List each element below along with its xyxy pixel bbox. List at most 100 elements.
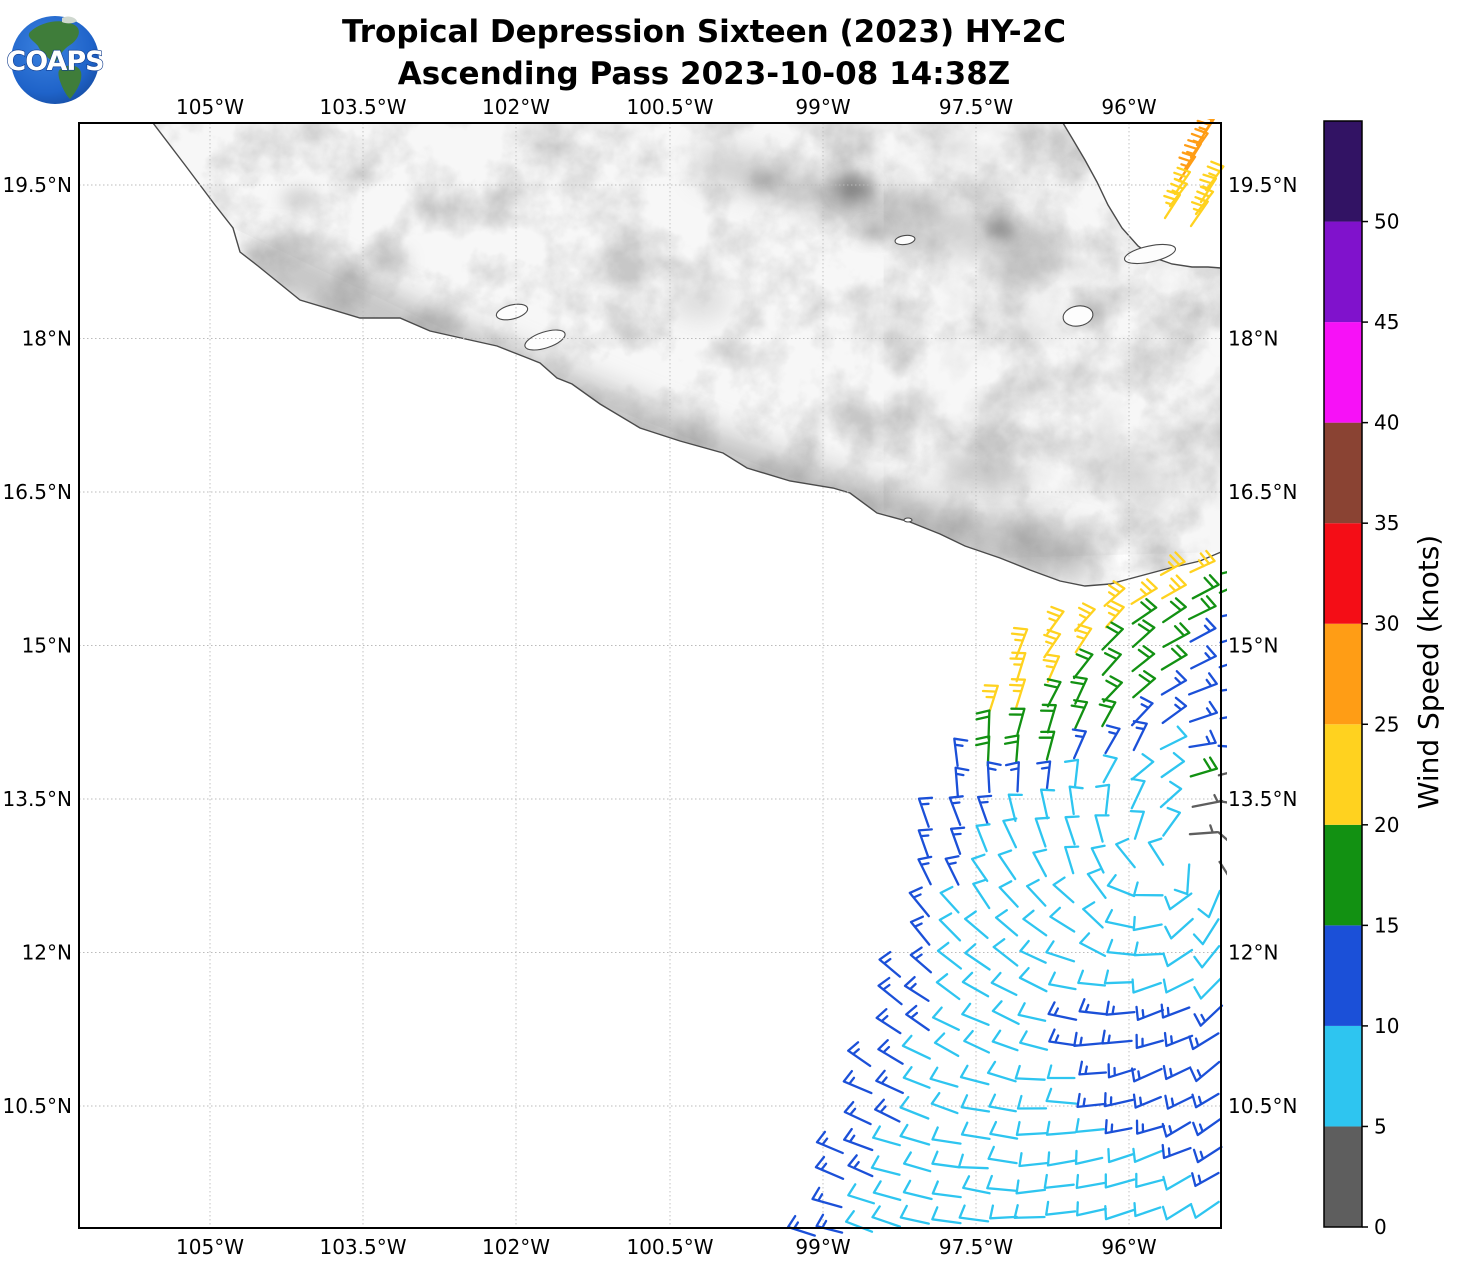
wind-barb bbox=[899, 1123, 931, 1146]
wind-barb bbox=[936, 941, 963, 970]
wind-barb bbox=[1103, 580, 1126, 608]
wind-barb bbox=[1130, 578, 1158, 605]
wind-barb bbox=[842, 1069, 873, 1095]
wind-barb bbox=[1039, 788, 1056, 820]
lat-label-right: 12°N bbox=[1228, 941, 1278, 965]
wind-barb bbox=[908, 886, 930, 918]
wind-barb bbox=[1007, 793, 1023, 823]
colorbar-tick-label: 25 bbox=[1374, 712, 1399, 736]
colorbar-segment bbox=[1324, 121, 1362, 222]
colorbar-tick-label: 5 bbox=[1374, 1114, 1387, 1138]
wind-barb bbox=[872, 1180, 902, 1202]
wind-barb bbox=[1010, 626, 1029, 659]
wind-barb bbox=[1135, 1119, 1166, 1135]
colorbar-tick-label: 50 bbox=[1374, 210, 1399, 234]
wind-barb bbox=[1191, 1171, 1220, 1188]
wind-barb bbox=[1019, 939, 1047, 964]
wind-barb bbox=[970, 853, 989, 883]
wind-barb bbox=[1072, 648, 1094, 680]
wind-barb bbox=[931, 1006, 960, 1031]
wind-barb bbox=[1164, 892, 1193, 911]
wind-barb-field bbox=[786, 119, 1227, 1237]
wind-barb bbox=[814, 1155, 845, 1180]
colorbar-segment bbox=[1324, 221, 1362, 323]
lat-label-left: 10.5°N bbox=[3, 1094, 73, 1118]
coaps-logo: COAPS bbox=[6, 16, 105, 104]
wind-barb bbox=[1074, 1149, 1104, 1166]
wind-barb bbox=[1015, 1179, 1047, 1195]
wind-barb bbox=[987, 1145, 1018, 1165]
wind-barb bbox=[1159, 551, 1186, 577]
wind-barb bbox=[1013, 1204, 1046, 1219]
wind-barb bbox=[874, 1098, 901, 1123]
colorbar-segment bbox=[1324, 824, 1362, 926]
colorbar-segment bbox=[1324, 422, 1362, 524]
logo-south-america bbox=[58, 65, 82, 99]
wind-barb bbox=[1046, 605, 1065, 636]
wind-barb bbox=[877, 1039, 904, 1065]
wind-barb bbox=[1131, 619, 1156, 648]
wind-barb bbox=[1038, 730, 1056, 761]
wind-barb bbox=[1045, 1120, 1077, 1136]
wind-barb bbox=[964, 943, 991, 971]
wind-barb bbox=[1189, 196, 1209, 228]
wind-barb bbox=[1068, 785, 1084, 816]
wind-barb bbox=[1161, 574, 1187, 600]
wind-barb bbox=[1162, 978, 1194, 994]
wind-barb bbox=[1016, 1094, 1048, 1110]
wind-barb bbox=[1094, 814, 1110, 843]
wind-barb bbox=[961, 1002, 990, 1026]
wind-barb bbox=[1130, 753, 1155, 781]
wind-barb bbox=[1046, 1151, 1076, 1167]
wind-barb bbox=[1192, 1145, 1223, 1164]
wind-barb bbox=[1104, 600, 1125, 629]
wind-barb bbox=[843, 1100, 872, 1126]
logo-north-america bbox=[28, 21, 79, 63]
wind-barb bbox=[1218, 860, 1227, 876]
wind-barb bbox=[953, 737, 969, 768]
wind-barb bbox=[944, 855, 960, 886]
wind-barb bbox=[1162, 806, 1182, 837]
wind-barb bbox=[1218, 663, 1227, 669]
colorbar-tick-label: 45 bbox=[1374, 310, 1399, 334]
wind-barb bbox=[961, 971, 990, 998]
wind-barb bbox=[1159, 780, 1183, 809]
wind-barb bbox=[902, 1179, 933, 1201]
wind-barb bbox=[875, 1069, 904, 1095]
wind-barb bbox=[1135, 1005, 1165, 1021]
wind-barb bbox=[1132, 881, 1164, 897]
wind-barb bbox=[1220, 570, 1227, 575]
wind-barb bbox=[1046, 1064, 1076, 1080]
wind-barb bbox=[872, 1125, 901, 1147]
wind-barb bbox=[1003, 734, 1020, 764]
wind-barb bbox=[1188, 729, 1217, 749]
logo-greenland bbox=[62, 16, 77, 24]
wind-barb bbox=[938, 912, 962, 942]
wind-barb bbox=[1160, 1003, 1191, 1019]
wind-barb bbox=[1217, 744, 1227, 748]
wind-barb bbox=[1130, 777, 1146, 810]
colorbar-frame bbox=[1323, 120, 1363, 1228]
wind-barb bbox=[1164, 1094, 1194, 1110]
wind-barb bbox=[1076, 1092, 1107, 1109]
wind-barb bbox=[1132, 1147, 1163, 1163]
wind-barb bbox=[902, 1151, 932, 1173]
lakes bbox=[495, 234, 1177, 523]
wind-barb bbox=[1008, 678, 1027, 710]
wind-barb bbox=[1095, 783, 1111, 815]
wind-barb bbox=[1164, 917, 1194, 940]
lon-label-bottom: 97.5°W bbox=[939, 1235, 1014, 1259]
lon-label-top: 105°W bbox=[176, 95, 244, 119]
wind-barb bbox=[1002, 817, 1018, 849]
wind-barb bbox=[1047, 1001, 1078, 1021]
wind-barb bbox=[1048, 971, 1077, 991]
colorbar-segment bbox=[1324, 1126, 1362, 1227]
wind-barb bbox=[1162, 1174, 1192, 1191]
lon-label-bottom: 99°W bbox=[795, 1235, 850, 1259]
wind-barb bbox=[1188, 700, 1219, 723]
wind-barb bbox=[998, 880, 1019, 908]
wind-barb bbox=[963, 1029, 991, 1054]
wind-barb bbox=[1219, 688, 1227, 692]
